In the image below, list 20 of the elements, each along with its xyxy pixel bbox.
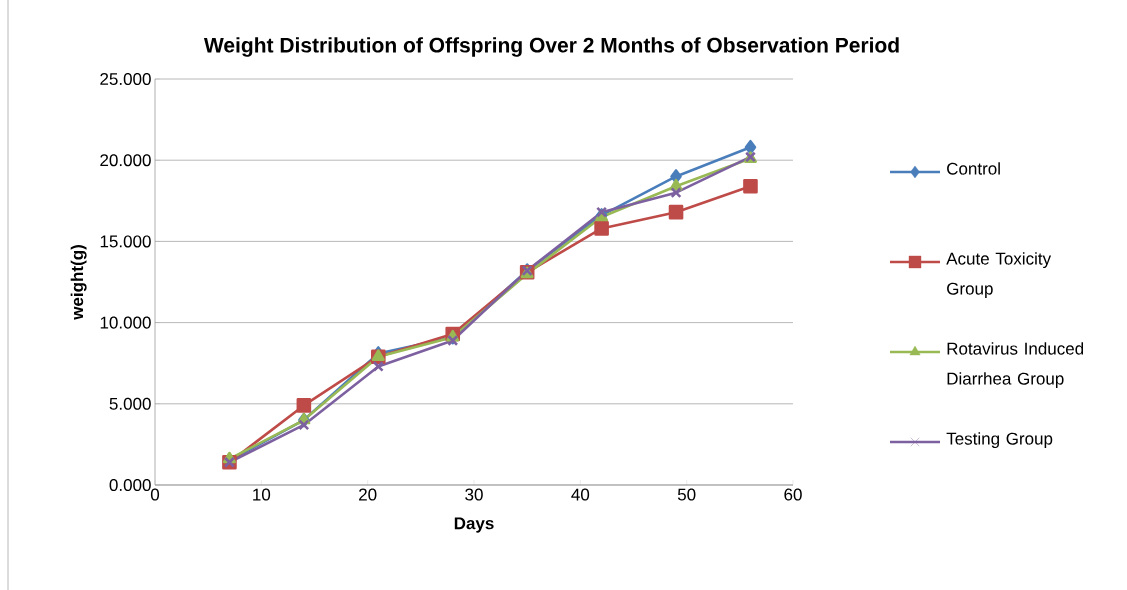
legend-label: Testing Group — [946, 432, 1053, 449]
y-tick-label: 20.000 — [100, 154, 151, 167]
x-tick-label: 30 — [465, 488, 483, 501]
y-tick-label: 15.000 — [100, 235, 151, 248]
x-tick-label: 40 — [571, 488, 590, 501]
y-tick-label: 25.000 — [100, 72, 151, 86]
y-tick-label: 5.000 — [109, 397, 151, 410]
y-tick-label: 0.000 — [109, 478, 151, 492]
x-tick-label: 50 — [677, 488, 696, 501]
chart-title: Weight Distribution of Offspring Over 2 Months of Observation Period — [203, 37, 899, 57]
legend-label: Acute Toxicity Group — [946, 252, 1052, 299]
legend-label: Control — [947, 162, 1000, 175]
x-tick-label: 0 — [150, 488, 160, 501]
legend-label: Rotavirus Induced Diarrhea Group — [947, 342, 1084, 389]
x-axis-title: Days — [454, 517, 494, 533]
x-tick-label: 60 — [784, 488, 802, 501]
y-axis-title: weight(g) — [70, 245, 87, 320]
x-tick-label: 10 — [253, 488, 271, 501]
y-tick-label: 10.000 — [100, 316, 151, 329]
x-tick-label: 20 — [359, 488, 377, 501]
